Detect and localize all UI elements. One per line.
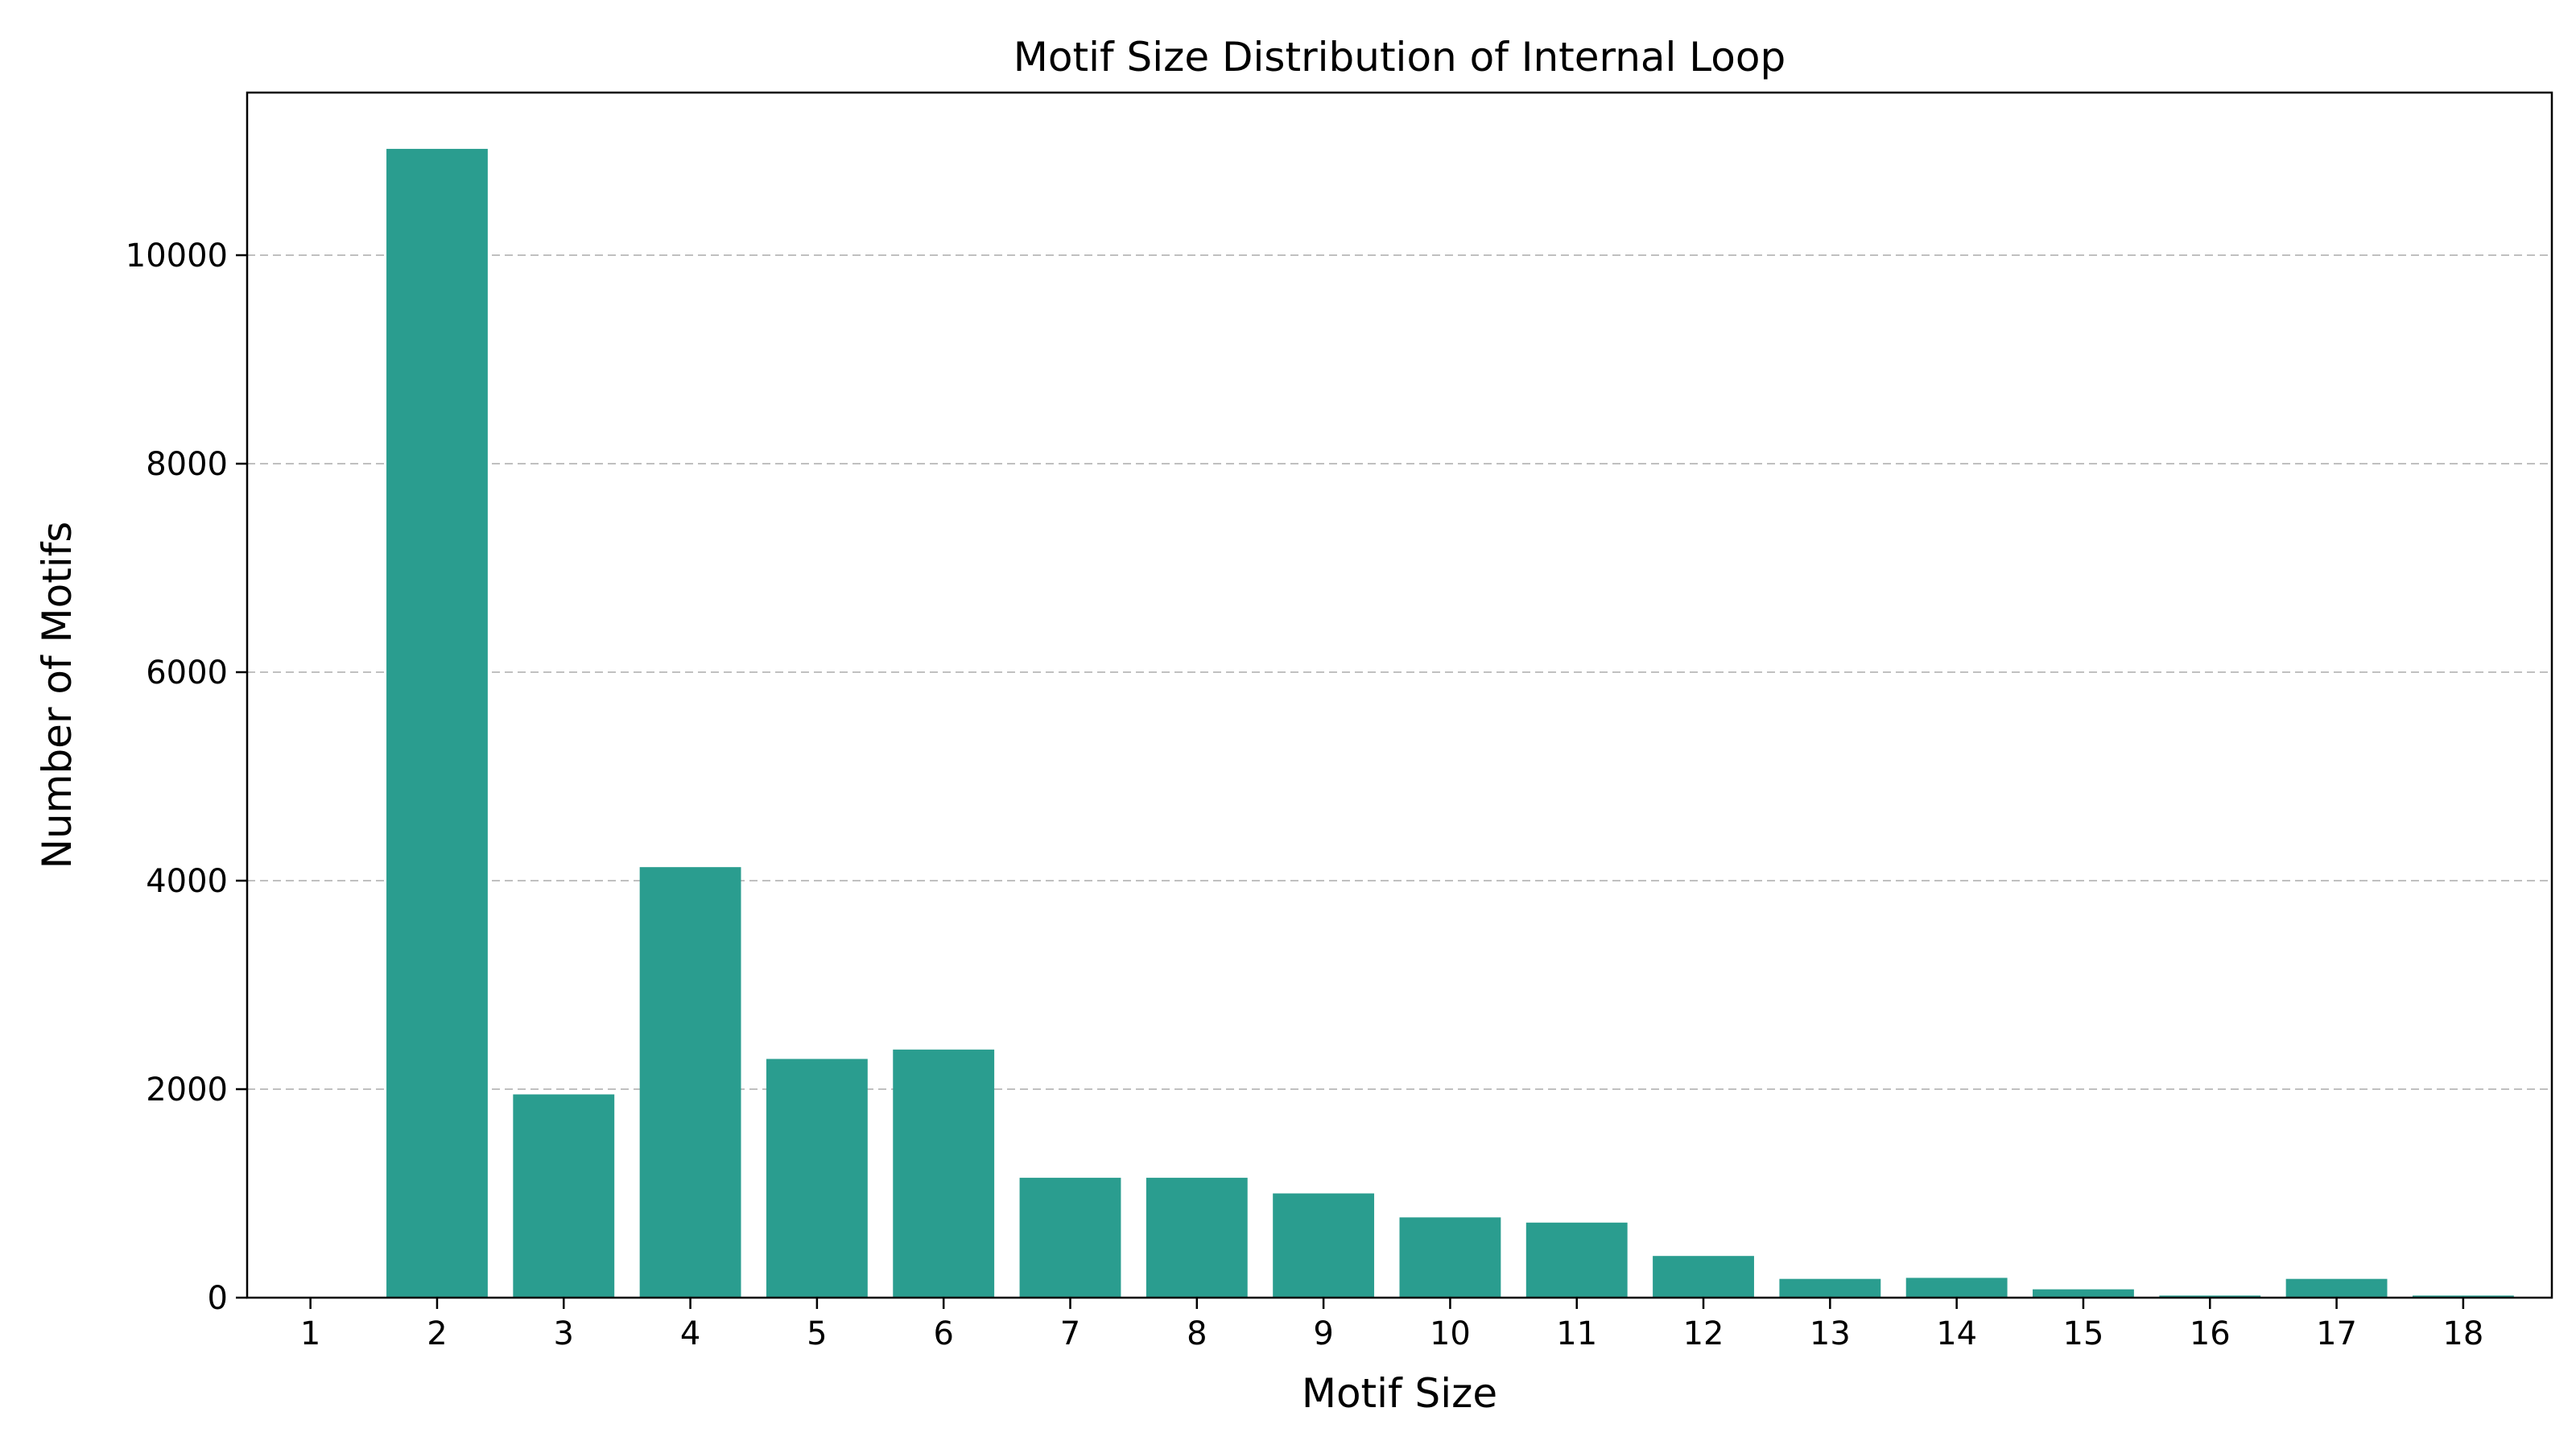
x-tick-label: 14	[1936, 1315, 1977, 1352]
bar-15	[2033, 1289, 2134, 1298]
x-tick-label: 16	[2190, 1315, 2231, 1352]
y-tick-label: 0	[208, 1280, 228, 1317]
x-tick-label: 10	[1430, 1315, 1471, 1352]
bar-7	[1019, 1178, 1121, 1298]
gridlines	[247, 254, 2552, 1091]
y-tick-label: 8000	[146, 446, 228, 483]
bar-4	[639, 867, 741, 1298]
x-axis-label: Motif Size	[1302, 1370, 1497, 1417]
x-axis: 1 2 3 4 5 6 7 8 9 10 11 12 13 14 15 16 17 18	[300, 1298, 2483, 1352]
bar-2	[386, 148, 488, 1298]
bar-18	[2412, 1295, 2514, 1298]
bar-16	[2159, 1295, 2261, 1298]
bar-10	[1399, 1217, 1501, 1298]
x-tick-label: 2	[427, 1315, 447, 1352]
y-tick-label: 6000	[146, 654, 228, 691]
x-tick-label: 5	[807, 1315, 827, 1352]
bar-9	[1273, 1193, 1375, 1298]
y-axis: 0 2000 4000 6000 8000 10000	[126, 237, 247, 1317]
bar-11	[1525, 1222, 1628, 1298]
x-tick-label: 11	[1556, 1315, 1597, 1352]
x-tick-label: 1	[300, 1315, 320, 1352]
y-axis-label: Number of Motifs	[34, 522, 80, 869]
bar-8	[1146, 1178, 1248, 1298]
y-tick-label: 10000	[126, 237, 228, 275]
x-tick-label: 3	[554, 1315, 574, 1352]
x-tick-label: 17	[2316, 1315, 2357, 1352]
y-tick-label: 2000	[146, 1071, 228, 1108]
x-tick-label: 15	[2063, 1315, 2104, 1352]
bar-5	[766, 1059, 868, 1298]
bars	[386, 148, 2514, 1298]
bar-14	[1905, 1278, 2008, 1298]
x-tick-label: 18	[2442, 1315, 2483, 1352]
x-tick-label: 9	[1313, 1315, 1333, 1352]
x-tick-label: 12	[1683, 1315, 1724, 1352]
x-tick-label: 4	[680, 1315, 700, 1352]
bar-17	[2285, 1278, 2388, 1298]
x-tick-label: 7	[1060, 1315, 1080, 1352]
bar-13	[1779, 1278, 1881, 1298]
x-tick-label: 13	[1810, 1315, 1851, 1352]
chart-title: Motif Size Distribution of Internal Loop	[1013, 34, 1785, 80]
bar-3	[513, 1094, 615, 1298]
bar-6	[893, 1049, 995, 1298]
plot-frame	[246, 91, 2553, 1299]
x-tick-label: 6	[933, 1315, 953, 1352]
x-tick-label: 8	[1187, 1315, 1207, 1352]
y-tick-label: 4000	[146, 863, 228, 900]
bar-12	[1653, 1256, 1754, 1298]
